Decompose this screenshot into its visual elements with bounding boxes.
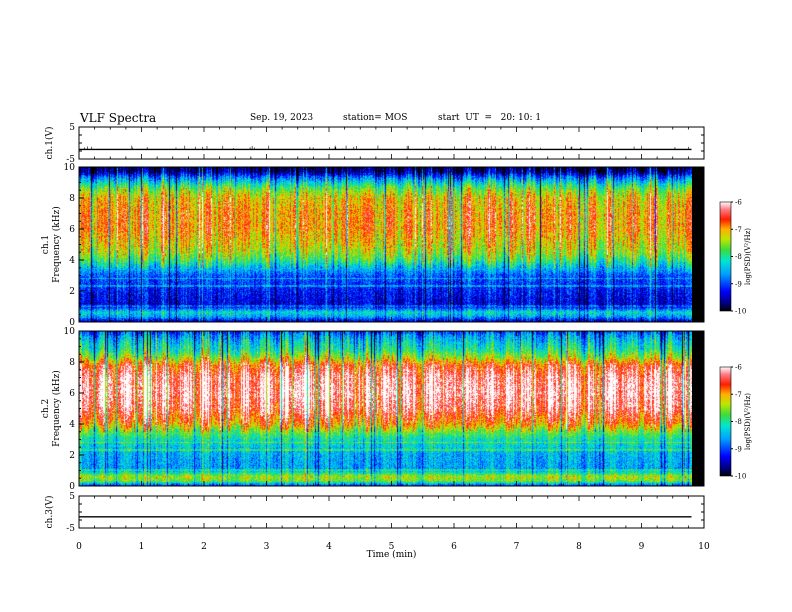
y-tick-label: 4 (69, 256, 75, 266)
y-tick-label: -5 (66, 155, 75, 165)
colorbar-tick-label: -7 (735, 391, 742, 399)
x-tick-label: 9 (639, 542, 645, 552)
colorbar-tick-label: -10 (735, 473, 746, 481)
colorbar-tick-label: -6 (735, 199, 742, 207)
y-axis-label: ch.1(V) (44, 127, 55, 160)
y-axis-frequency-label: Frequency (kHz) (51, 206, 62, 283)
spectrogram-image (79, 331, 692, 486)
panel-frame (78, 126, 705, 160)
time-ticks-0 (78, 127, 705, 159)
y-tick-label: 5 (69, 123, 75, 133)
y-tick-label: 0 (69, 318, 75, 328)
date-label: Sep. 19, 2023 (250, 113, 314, 123)
y-tick-label: 8 (69, 358, 75, 368)
x-tick-label: 10 (698, 542, 710, 552)
colorbar-2: -6 -7 -8 -9 -10 log(PSD)(V²/Hz) (719, 364, 752, 481)
y-tick-label: 2 (69, 451, 75, 461)
y-tick-label: 10 (64, 163, 76, 173)
y-axis-label: ch.3(V) (44, 496, 55, 529)
x-tick-label: 1 (139, 542, 145, 552)
colorbar-gradient (719, 201, 732, 312)
y-tick-label: 6 (69, 389, 75, 399)
figure-title: VLF Spectra (80, 111, 157, 125)
x-axis-label: Time (min) (367, 549, 417, 560)
y-tick-label: 2 (69, 287, 75, 297)
spectrogram-panel-2: 0 2 4 6 8 10 ch.2 Frequency (kHz) (41, 327, 705, 492)
colorbar-tick-label: -8 (735, 418, 742, 426)
voltage-panel-3: 5 -5 ch.3(V) (44, 492, 705, 534)
x-tick-label: 0 (76, 542, 82, 552)
y-tick-label: 8 (69, 194, 75, 204)
x-tick-label: 7 (514, 542, 520, 552)
y-tick-label: 6 (69, 225, 75, 235)
colorbar-tick-label: -9 (735, 445, 742, 453)
time-ticks-2 (78, 331, 705, 486)
x-tick-label: 5 (389, 542, 395, 552)
spectrogram-image (79, 167, 692, 322)
colorbar-tick-label: -8 (735, 253, 742, 261)
time-ticks-3 (78, 496, 705, 528)
y-tick-label: 10 (64, 327, 76, 337)
y-axis-channel-label: ch.1 (41, 235, 51, 254)
colorbar-1: -6 -7 -8 -9 -10 log(PSD)(V²/Hz) (719, 199, 752, 316)
time-ticks-1 (78, 167, 705, 322)
colorbar-gradient (719, 366, 732, 477)
x-tick-label: 4 (326, 542, 332, 552)
x-tick-label: 6 (451, 542, 457, 552)
y-tick-label: 4 (69, 420, 75, 430)
y-tick-label: -5 (66, 524, 75, 534)
y-axis-frequency-label: Frequency (kHz) (51, 370, 62, 447)
x-tick-label: 2 (201, 542, 207, 552)
x-tick-label: 8 (576, 542, 582, 552)
colorbar-label: log(PSD)(V²/Hz) (744, 228, 752, 285)
colorbar-tick-label: -7 (735, 226, 742, 234)
spectrogram-panel-1: 0 2 4 6 8 10 ch.1 Frequency (kHz) (41, 163, 705, 328)
colorbar-tick-label: -10 (735, 308, 746, 316)
x-axis: 0 1 2 3 4 5 6 7 8 9 10 Time (min) (76, 542, 710, 560)
station-label: station= MOS (343, 113, 408, 123)
x-tick-label: 3 (264, 542, 270, 552)
colorbar-label: log(PSD)(V²/Hz) (744, 393, 752, 450)
colorbar-tick-label: -6 (735, 364, 742, 372)
y-tick-label: 5 (69, 492, 75, 502)
start-ut-label: start UT = 20: 10: 1 (438, 113, 542, 123)
y-tick-label: 0 (69, 482, 75, 492)
y-axis-channel-label: ch.2 (41, 399, 51, 418)
voltage-panel-0: 5 -5 ch.1(V) (44, 123, 705, 165)
colorbar-tick-label: -9 (735, 280, 742, 288)
